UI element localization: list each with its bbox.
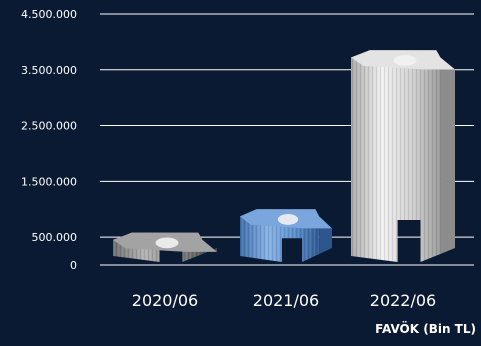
y-tick-label-0: 0 — [70, 259, 77, 272]
y-tick-label-3: 2.500.000 — [21, 120, 77, 133]
bar-hole-0 — [155, 237, 179, 249]
bar-layer — [113, 50, 455, 262]
y-tick-label-5: 4.500.000 — [21, 8, 77, 21]
bar-hole-2 — [393, 55, 417, 66]
bar-2022/06 — [351, 50, 455, 262]
x-tick-label-1: 2021/06 — [253, 291, 319, 310]
bar-2020/06 — [113, 232, 217, 262]
y-tick-label-2: 1.500.000 — [21, 175, 77, 188]
bar-texture-2 — [351, 50, 441, 262]
bar-hole-1 — [277, 214, 299, 225]
x-tick-label-2: 2022/06 — [370, 291, 436, 310]
x-tick-label-0: 2020/06 — [132, 291, 198, 310]
x-axis-title: FAVÖK (Bin TL) — [375, 321, 476, 336]
y-tick-label-1: 500.000 — [32, 231, 78, 244]
bar-2021/06 — [240, 209, 332, 262]
y-tick-label-4: 3.500.000 — [21, 64, 77, 77]
bar-side-2 — [440, 57, 455, 255]
label-layer: 0 500.000 1.500.000 2.500.000 3.500.000 4.500… — [21, 8, 436, 310]
